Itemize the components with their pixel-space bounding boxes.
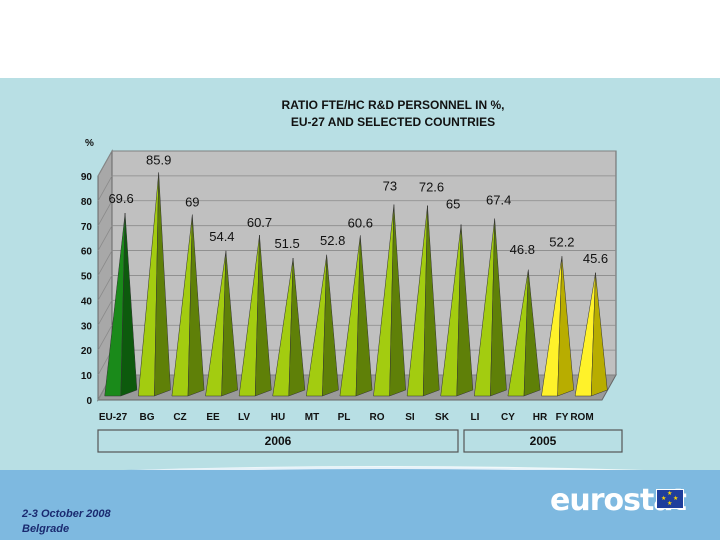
category-label: MT — [305, 412, 319, 423]
category-label: CZ — [173, 412, 186, 423]
category-label: EU-27 — [99, 412, 128, 423]
y-tick-label: 20 — [81, 346, 93, 357]
category-label: LI — [471, 412, 480, 423]
value-label-SK: 65 — [446, 196, 460, 211]
y-tick-label: 40 — [81, 296, 93, 307]
value-label-PL: 60.6 — [348, 215, 373, 230]
eu-flag-icon: ★ ★ ★ ★ — [656, 489, 684, 509]
year-label-2005: 2005 — [530, 434, 557, 448]
bar-EE-side — [221, 250, 238, 397]
year-box-2005 — [463, 429, 623, 453]
year-box-2006 — [97, 429, 459, 453]
y-tick-label: 0 — [86, 396, 92, 407]
bar-RO-side — [389, 204, 406, 397]
bar-FYROM-side — [590, 272, 608, 397]
value-label-LI: 67.4 — [486, 192, 511, 207]
gridline-side — [97, 225, 113, 251]
year-label-2006: 2006 — [265, 434, 292, 448]
bar-MT-side — [322, 254, 339, 397]
gridline-side — [97, 150, 113, 177]
value-label-EU-27: 69.6 — [108, 191, 133, 206]
value-label-CZ: 69 — [185, 195, 199, 210]
category-label: LV — [238, 412, 250, 423]
bar-BG-side — [154, 172, 171, 397]
value-label-HR: 52.2 — [549, 234, 574, 249]
category-labels: EU-27 BG CZ EE LV HU MT PL RO SI SK LI CY HR FY ROM — [99, 412, 594, 423]
category-label: FY — [556, 412, 569, 423]
value-label-FYROM: 45.6 — [583, 251, 608, 266]
value-label-CY: 46.8 — [510, 242, 535, 257]
bar-HR-side — [557, 256, 574, 397]
footer-bar — [0, 470, 720, 540]
y-tick-label: 60 — [81, 247, 93, 258]
bar-series — [104, 172, 608, 397]
y-tick-label: 90 — [81, 172, 93, 183]
chart-title-line-1: RATIO FTE/HC R&D PERSONNEL IN %, — [282, 98, 505, 112]
value-label-SI: 72.6 — [419, 180, 444, 195]
category-label: BG — [140, 412, 155, 423]
bar-CY-side — [523, 269, 541, 397]
y-tick-label: 50 — [81, 272, 93, 283]
gridline-side — [97, 275, 113, 301]
category-label: SI — [405, 412, 415, 423]
y-tick-label: 80 — [81, 197, 93, 208]
value-label-RO: 73 — [383, 179, 397, 194]
chart-title-line-2: EU-27 AND SELECTED COUNTRIES — [291, 115, 495, 129]
y-tick-label: 10 — [81, 371, 93, 382]
category-label: CY — [501, 412, 515, 423]
gridline-side — [97, 300, 113, 326]
gridline-side — [97, 250, 113, 276]
bar-PL-side — [355, 235, 373, 397]
year-groups: 2006 2005 — [97, 429, 623, 453]
category-label: PL — [338, 412, 351, 423]
bar-LI-side — [490, 218, 507, 397]
chart: RATIO FTE/HC R&D PERSONNEL IN %, EU-27 A… — [81, 98, 623, 453]
bar-HU-side — [288, 258, 306, 397]
bar-SI-side — [422, 205, 440, 397]
bar-EU-27-side — [120, 213, 138, 397]
value-label-BG: 85.9 — [146, 152, 171, 167]
category-label: ROM — [570, 412, 593, 423]
value-label-EE: 54.4 — [209, 229, 234, 244]
value-label-HU: 51.5 — [274, 236, 299, 251]
bar-SK-side — [456, 224, 474, 397]
gridline-side — [97, 325, 113, 351]
gridline-side — [97, 175, 113, 202]
value-label-MT: 52.8 — [320, 233, 345, 248]
y-axis-label: % — [85, 138, 94, 149]
gridline-side — [97, 200, 113, 226]
footer-date: 2-3 October 2008 — [22, 508, 111, 520]
category-label: RO — [370, 412, 385, 423]
footer-place: Belgrade — [22, 523, 70, 535]
value-label-LV: 60.7 — [247, 215, 272, 230]
value-labels: 69.6 85.9 69 54.4 60.751.5 52.860.6 73 72.665 67… — [108, 152, 608, 265]
y-tick-label: 70 — [81, 222, 93, 233]
category-label: HR — [533, 412, 548, 423]
bar-LV-side — [254, 235, 272, 397]
category-label: EE — [206, 412, 220, 423]
y-tick-label: 30 — [81, 321, 93, 332]
bar-CZ-side — [187, 214, 205, 397]
category-label: SK — [435, 412, 450, 423]
category-label: HU — [271, 412, 285, 423]
